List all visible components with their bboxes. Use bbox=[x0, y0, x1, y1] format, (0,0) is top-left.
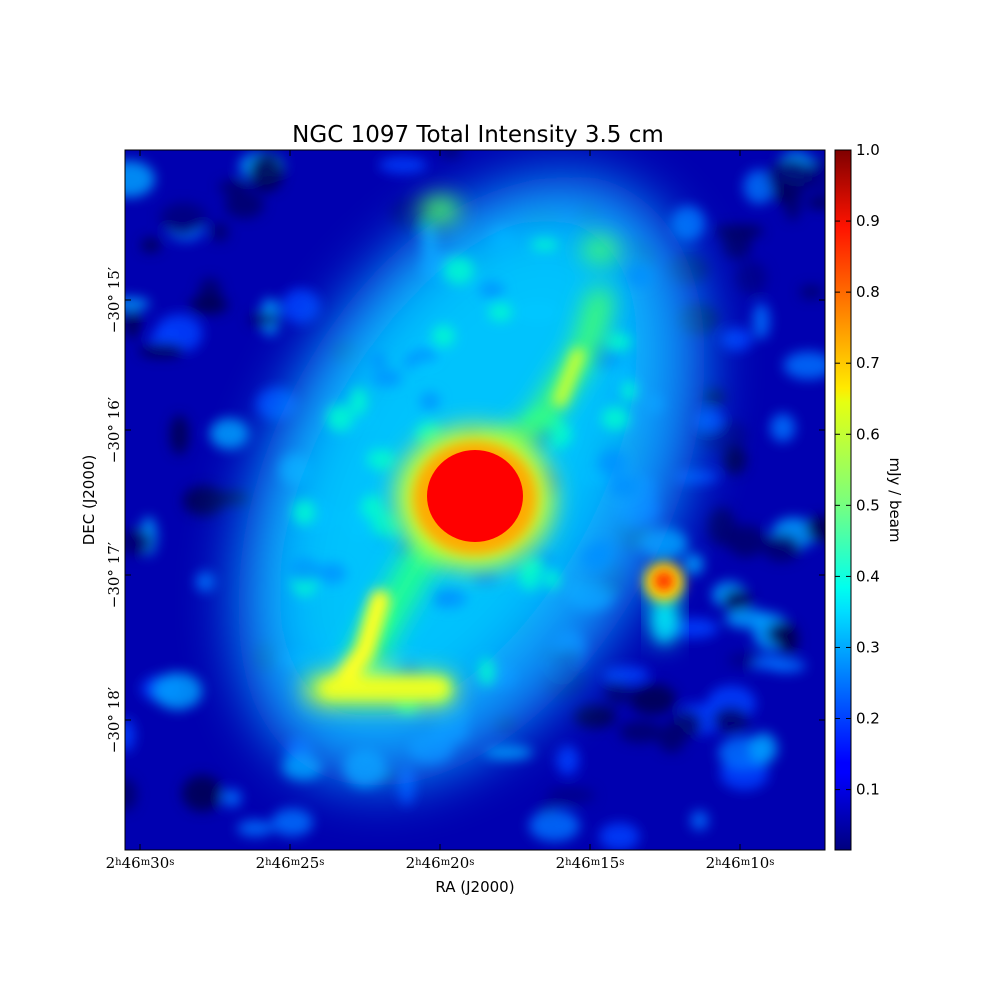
y-tick-label: −30° 18′ bbox=[105, 686, 123, 753]
y-axis-ticks: −30° 15′ −30° 16′ −30° 17′ −30° 18′ bbox=[105, 266, 825, 753]
x-tick-label: 2h46m20s bbox=[406, 854, 475, 872]
colorbar-tick-label: 0.8 bbox=[856, 283, 880, 301]
y-tick-label: −30° 17′ bbox=[105, 541, 123, 608]
compact-source-west bbox=[644, 562, 684, 646]
x-axis-label: RA (J2000) bbox=[435, 878, 514, 896]
x-tick-label: 2h46m10s bbox=[706, 854, 775, 872]
intensity-map bbox=[125, 150, 825, 850]
x-axis-ticks: 2h46m30s 2h46m25s 2h46m20s 2h46m15s 2h46m10s bbox=[106, 150, 775, 872]
colorbar-tick-label: 0.2 bbox=[856, 710, 880, 728]
y-tick-label: −30° 16′ bbox=[105, 396, 123, 463]
chart-title: NGC 1097 Total Intensity 3.5 cm bbox=[292, 122, 664, 148]
colorbar-tick-label: 0.3 bbox=[856, 638, 880, 656]
colorbar-tick-label: 0.1 bbox=[856, 781, 880, 799]
x-tick-label: 2h46m15s bbox=[556, 854, 625, 872]
y-axis-label: DEC (J2000) bbox=[80, 455, 98, 546]
colorbar-tick-label: 0.7 bbox=[856, 354, 880, 372]
colorbar-tick-label: 0.6 bbox=[856, 425, 880, 443]
nucleus bbox=[395, 426, 555, 570]
colorbar: 0.1 0.2 0.3 0.4 0.5 0.6 0.7 0.8 0.9 1.0 mJy / bea… bbox=[834, 141, 904, 851]
x-tick-label: 2h46m25s bbox=[256, 854, 325, 872]
bar-arm-cores bbox=[321, 348, 585, 697]
plot-frame bbox=[124, 149, 826, 851]
colorbar-tick-label: 0.4 bbox=[856, 567, 880, 585]
colorbar-gradient bbox=[834, 149, 852, 851]
colorbar-tick-label: 1.0 bbox=[856, 141, 880, 159]
y-tick-label: −30° 15′ bbox=[105, 266, 123, 333]
x-tick-label: 2h46m30s bbox=[106, 854, 175, 872]
colorbar-ticks: 0.1 0.2 0.3 0.4 0.5 0.6 0.7 0.8 0.9 1.0 bbox=[835, 141, 880, 799]
colorbar-tick-label: 0.5 bbox=[856, 496, 880, 514]
colorbar-tick-label: 0.9 bbox=[856, 212, 880, 230]
colorbar-label: mJy / beam bbox=[886, 457, 904, 542]
